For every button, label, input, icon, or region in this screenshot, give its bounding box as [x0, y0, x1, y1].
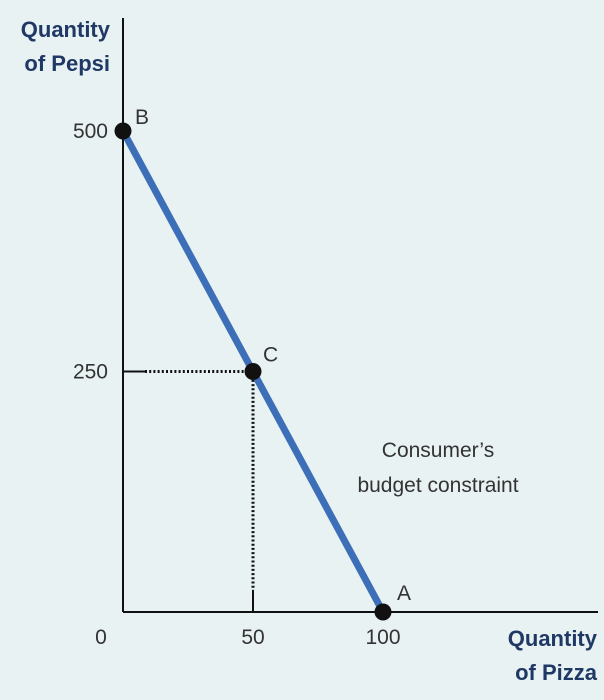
- point-label: C: [263, 344, 278, 367]
- x-tick-label: 100: [365, 626, 400, 649]
- x-axis-title-line-2: of Pizza: [515, 660, 598, 685]
- point-label: A: [397, 582, 411, 605]
- annotation-line-1: Consumer’s: [382, 439, 494, 462]
- data-point: [244, 363, 262, 380]
- y-axis-title-line-2: of Pepsi: [24, 51, 110, 76]
- axis-ticks: 250 500 0 50 100: [73, 120, 401, 649]
- guide-lines: [123, 370, 255, 612]
- x-tick-label: 50: [241, 626, 264, 649]
- x-tick-label: 0: [95, 626, 107, 649]
- data-point: [374, 603, 392, 621]
- y-tick-label: 500: [73, 120, 108, 143]
- annotation-line-2: budget constraint: [357, 474, 518, 497]
- data-points: B C A: [114, 106, 411, 621]
- x-axis-title-line-1: Quantity: [508, 626, 598, 651]
- data-point: [114, 122, 132, 140]
- y-tick-label: 250: [73, 361, 108, 384]
- y-axis-title-line-1: Quantity: [21, 17, 111, 42]
- point-label: B: [135, 106, 149, 129]
